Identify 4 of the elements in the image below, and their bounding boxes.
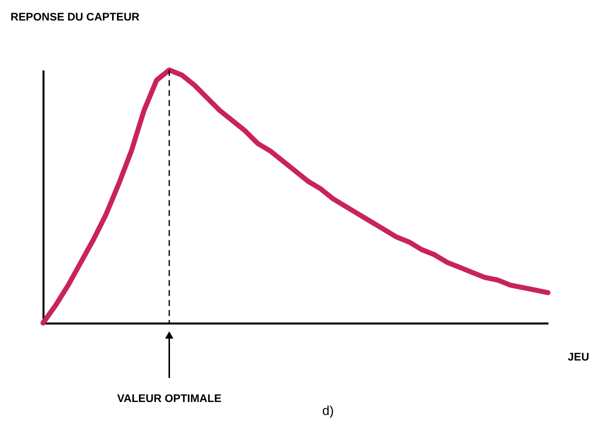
- y-axis-title: REPONSE DU CAPTEUR: [10, 12, 140, 24]
- text: d): [322, 403, 334, 418]
- text: VALEUR OPTIMALE: [117, 393, 222, 405]
- x-axis-title: JEU: [568, 352, 590, 364]
